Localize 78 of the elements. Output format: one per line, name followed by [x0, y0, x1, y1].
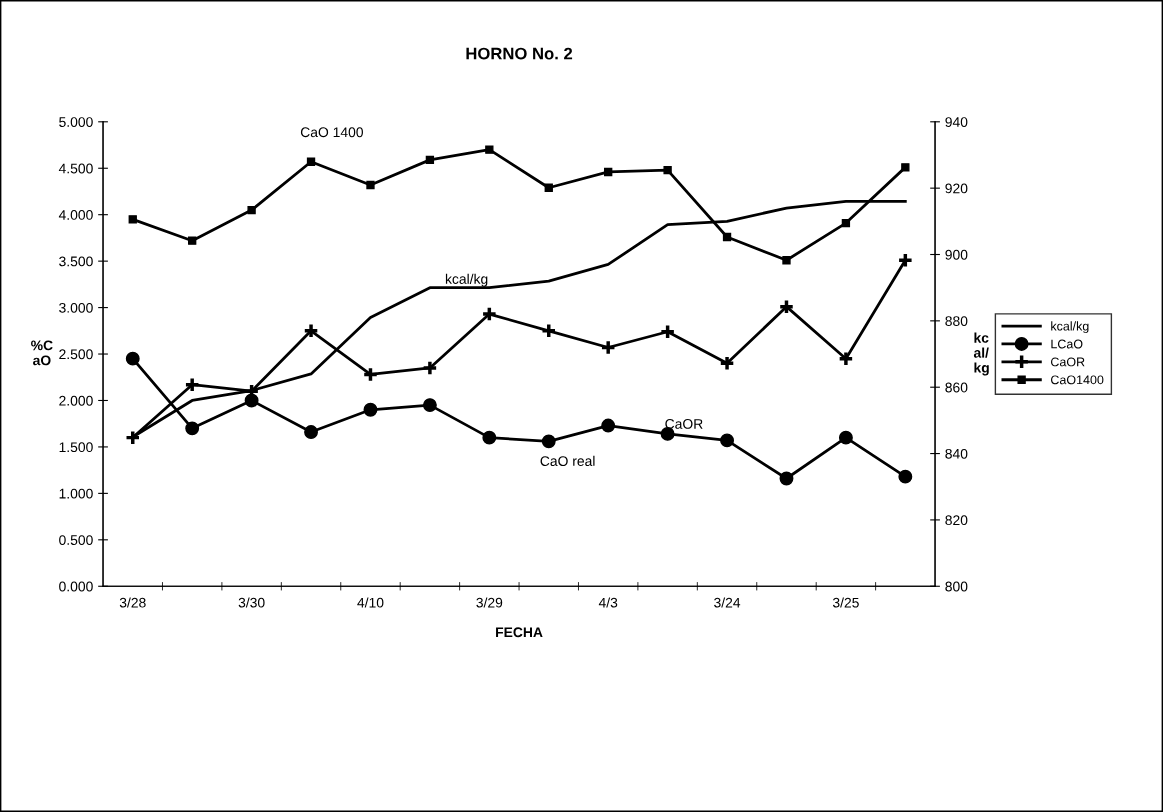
y2-tick-label: 940: [945, 117, 968, 127]
y2-tick-label: 820: [945, 515, 968, 526]
point: [185, 421, 200, 436]
annotation: CaOR: [665, 418, 703, 429]
point: [719, 355, 736, 372]
point: [841, 218, 851, 228]
legend-label: kcal/kg: [1051, 321, 1089, 333]
y-axis-title: %C aO: [31, 340, 53, 366]
y-tick-label: 3.500: [59, 256, 93, 267]
point: [540, 322, 557, 339]
x-tick-label: 3/29: [476, 597, 503, 608]
point: [838, 430, 853, 445]
point: [184, 376, 201, 393]
x-tick-label: 3/25: [832, 597, 859, 608]
point: [659, 323, 676, 340]
legend-label: LCaO: [1051, 339, 1083, 349]
point: [779, 471, 794, 486]
point: [541, 434, 556, 449]
point: [244, 393, 259, 408]
legend-label: CaO1400: [1051, 375, 1104, 385]
point: [601, 418, 616, 433]
point: [366, 180, 375, 190]
annotation: kcal/kg: [445, 273, 488, 287]
point: [303, 322, 320, 339]
point: [720, 433, 734, 448]
point: [778, 298, 795, 315]
point: [188, 236, 197, 245]
point: [898, 469, 913, 484]
point: [544, 183, 553, 192]
y2-axis-title: kc al/ kg: [973, 332, 989, 376]
y-tick-label: 5.000: [59, 117, 93, 127]
y-tick-label: 0.000: [59, 581, 93, 592]
point: [362, 366, 379, 383]
point: [485, 145, 494, 154]
y-tick-label: 0.500: [59, 535, 93, 545]
point: [128, 215, 137, 224]
point: [782, 256, 791, 265]
point: [304, 425, 318, 440]
y2-tick-label: 900: [945, 249, 968, 260]
point: [897, 252, 914, 269]
point: [425, 155, 435, 165]
y-tick-label: 3.000: [59, 302, 93, 313]
point: [125, 351, 140, 366]
x-tick-label: 3/24: [714, 597, 741, 608]
point: [363, 402, 378, 417]
point: [422, 398, 437, 413]
y-tick-label: 1.500: [59, 442, 93, 453]
x-axis-title: FECHA: [496, 627, 543, 638]
y2-tick-label: 920: [945, 183, 968, 194]
annotation: CaO 1400: [300, 127, 363, 138]
y2-tick-label: 860: [945, 382, 968, 393]
point: [124, 429, 141, 446]
y2-tick-label: 880: [945, 316, 968, 327]
x-tick-label: 3/30: [238, 597, 265, 608]
x-tick-label: 4/3: [598, 597, 618, 608]
y-tick-label: 4.500: [58, 163, 93, 174]
chart-title: HORNO No. 2: [466, 47, 573, 60]
legend-label: CaOR: [1051, 357, 1085, 367]
annotation: CaO real: [540, 455, 595, 466]
point: [663, 165, 672, 175]
point: [482, 430, 497, 445]
x-tick-label: 3/28: [119, 597, 146, 608]
point: [306, 157, 316, 166]
y-tick-label: 1.000: [59, 488, 93, 499]
point: [722, 232, 732, 242]
point: [421, 359, 438, 376]
x-tick-label: 4/10: [357, 597, 384, 608]
point: [604, 167, 613, 177]
point: [247, 205, 256, 215]
point: [600, 339, 617, 356]
y2-tick-label: 840: [945, 448, 968, 459]
y-tick-label: 2.500: [59, 349, 93, 360]
y-tick-label: 2.000: [59, 395, 93, 406]
point: [901, 163, 910, 172]
point: [837, 350, 854, 367]
y2-tick-label: 800: [945, 581, 968, 592]
y-tick-label: 4.000: [58, 210, 93, 220]
point: [481, 306, 498, 323]
